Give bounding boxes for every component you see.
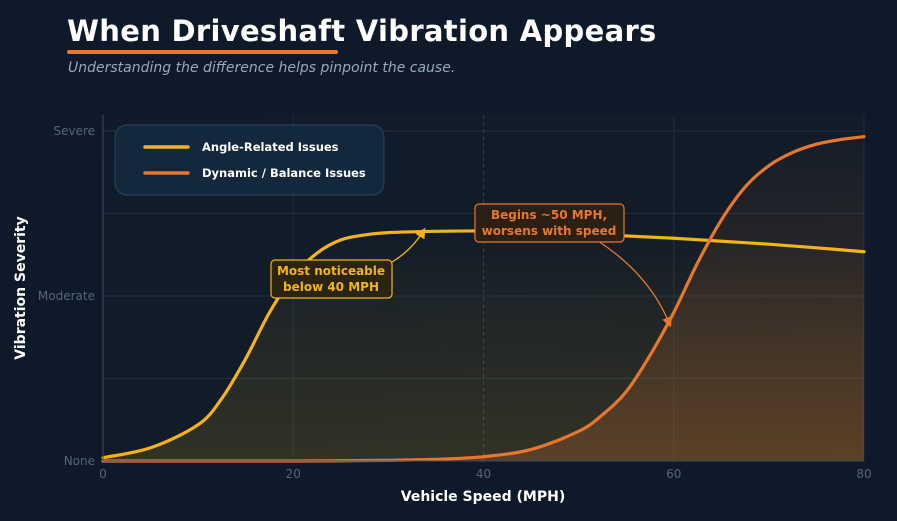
y-axis-label: Vibration Severity (13, 216, 29, 359)
x-tick-label-1: 20 (286, 467, 301, 481)
y-tick-label-1: Moderate (38, 289, 95, 303)
page-subtitle: Understanding the difference helps pinpo… (68, 60, 456, 76)
annotation-dynamic-line1: Begins ~50 MPH, (491, 208, 607, 222)
annotation-dynamic-arrow (597, 240, 672, 328)
legend-box (114, 124, 385, 196)
x-axis-label: Vehicle Speed (MPH) (401, 489, 566, 505)
tick-labels: 0 20 40 60 80 None Moderate Severe (38, 124, 872, 481)
annotation-angle-line2: below 40 MPH (283, 280, 379, 294)
annotation-dynamic: Begins ~50 MPH, worsens with speed (474, 203, 672, 328)
series-line-angle (101, 229, 866, 460)
page-title: When Driveshaft Vibration Appears (67, 14, 657, 48)
annotation-angle-line1: Most noticeable (277, 264, 385, 278)
annotation-angle-box (270, 259, 393, 299)
x-tick-label-2: 40 (476, 467, 491, 481)
annotation-angle-arrow (391, 227, 426, 263)
x-tick-label-4: 80 (856, 467, 871, 481)
annotation-dynamic-line2: worsens with speed (482, 224, 617, 238)
x-tick-label-3: 60 (666, 467, 681, 481)
y-tick-label-0: None (64, 454, 95, 468)
annotation-angle: Most noticeable below 40 MPH (270, 227, 426, 299)
x-tick-label-0: 0 (99, 467, 107, 481)
legend: Angle-Related Issues Dynamic / Balance I… (114, 124, 385, 196)
axes (102, 115, 864, 462)
series-area-dynamic (103, 136, 864, 462)
title-underline (67, 50, 338, 54)
legend-label-angle: Angle-Related Issues (202, 140, 339, 154)
annotation-dynamic-box (474, 203, 625, 243)
legend-label-dynamic: Dynamic / Balance Issues (202, 166, 366, 180)
y-tick-label-2: Severe (53, 124, 95, 138)
